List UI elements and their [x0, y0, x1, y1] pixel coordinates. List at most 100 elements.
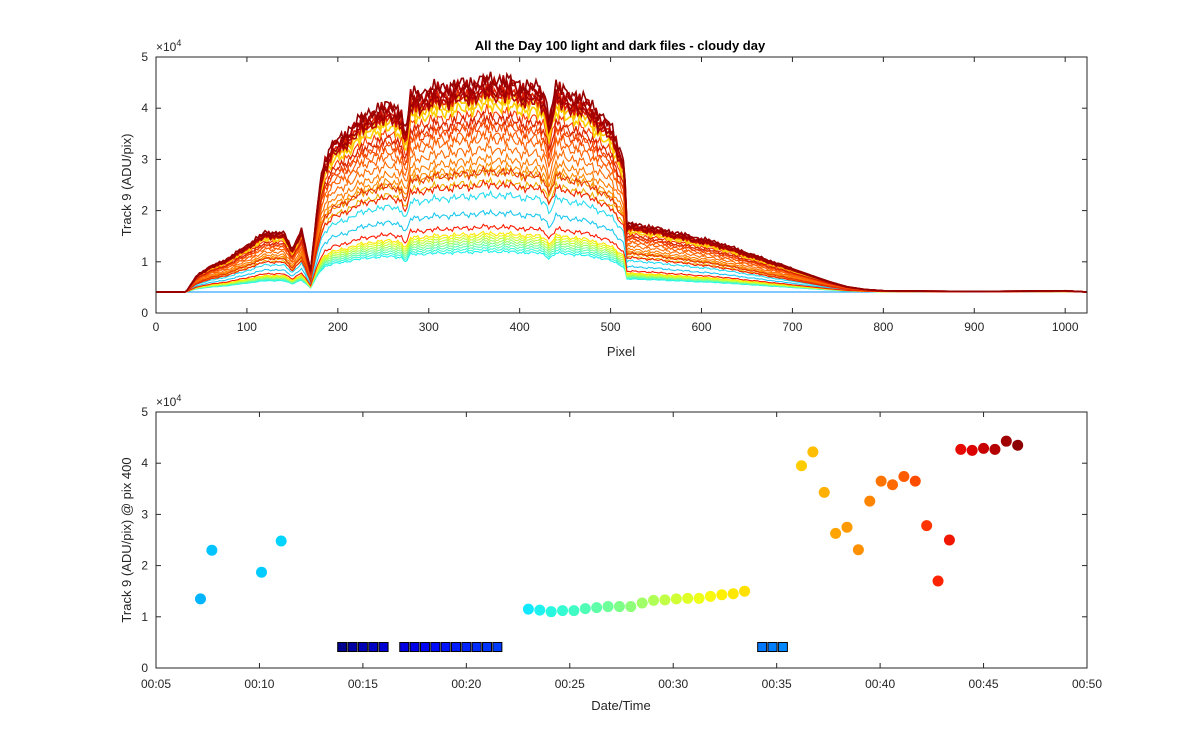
top-title: All the Day 100 light and dark files - c…: [475, 38, 766, 53]
top-x-axis-label: Pixel: [607, 344, 635, 359]
bottom-points-group: [194, 435, 1024, 653]
dark-point: [777, 642, 788, 653]
light-point: [841, 521, 853, 533]
light-point: [568, 605, 580, 617]
bottom-plot: 00:05 00:10 00:15 00:20 00:25 00:30 00:35 00:40…: [119, 393, 1102, 713]
top-series-group: [156, 71, 1088, 293]
bottom-exponent-power: 4: [176, 393, 181, 403]
light-point: [591, 602, 603, 614]
top-x-tick-label: 500: [601, 320, 621, 334]
light-point: [807, 446, 819, 458]
light-point: [955, 443, 967, 455]
dark-point: [419, 642, 430, 653]
light-point: [909, 475, 921, 487]
top-y-tick-label: 5: [141, 50, 148, 64]
dark-point: [409, 642, 420, 653]
bottom-x-tick-label: 00:30: [658, 677, 688, 691]
light-point: [522, 603, 534, 615]
bottom-x-tick-label: 00:40: [865, 677, 895, 691]
dark-point: [461, 642, 472, 653]
light-point: [1012, 439, 1024, 451]
top-exponent-power: 4: [176, 38, 181, 48]
light-point: [830, 527, 842, 539]
top-x-tick-label: 100: [237, 320, 257, 334]
bottom-x-tick-label: 00:15: [348, 677, 378, 691]
light-point: [648, 594, 660, 606]
bottom-y-tick-label: 5: [141, 405, 148, 419]
dark-point: [430, 642, 441, 653]
light-point: [693, 592, 705, 604]
light-point: [256, 566, 268, 578]
top-x-tick-label: 400: [510, 320, 530, 334]
top-y-ticks: 0 1 2 3 4 5: [141, 50, 1087, 320]
bottom-y-ticks: 0 1 2 3 4 5: [141, 405, 1087, 675]
dark-point: [471, 642, 482, 653]
top-plot: All the Day 100 light and dark files - c…: [119, 38, 1088, 359]
light-point: [557, 605, 569, 617]
bottom-y-axis-label: Track 9 (ADU/pix) @ pix 400: [119, 457, 134, 622]
top-y-tick-label: 0: [141, 306, 148, 320]
dark-point: [757, 642, 768, 653]
top-x-tick-label: 900: [964, 320, 984, 334]
dark-point: [482, 642, 493, 653]
light-point: [978, 442, 990, 454]
bottom-x-ticks: 00:05 00:10 00:15 00:20 00:25 00:30 00:35 00:40…: [141, 412, 1102, 691]
top-y-tick-label: 4: [141, 101, 148, 115]
light-point: [545, 606, 557, 618]
bottom-x-axis-label: Date/Time: [591, 698, 650, 713]
light-point: [739, 585, 751, 597]
top-y-tick-label: 3: [141, 152, 148, 166]
light-point: [943, 534, 955, 546]
bottom-y-tick-label: 4: [141, 456, 148, 470]
dark-point: [399, 642, 410, 653]
light-point: [716, 589, 728, 601]
top-x-tick-label: 800: [873, 320, 893, 334]
light-point: [659, 594, 671, 606]
dark-point: [378, 642, 389, 653]
top-y-axis-label: Track 9 (ADU/pix): [119, 134, 134, 237]
light-point: [636, 597, 648, 609]
top-x-tick-label: 300: [419, 320, 439, 334]
bottom-y-tick-label: 0: [141, 661, 148, 675]
top-x-tick-label: 0: [153, 320, 160, 334]
top-x-tick-label: 700: [782, 320, 802, 334]
bottom-y-tick-label: 3: [141, 507, 148, 521]
dark-point: [337, 642, 348, 653]
bottom-x-tick-label: 00:20: [451, 677, 481, 691]
bottom-exponent-base: ×10: [156, 395, 177, 409]
top-axes-box: [155, 56, 1088, 314]
light-point: [887, 479, 899, 491]
bottom-x-tick-label: 00:25: [555, 677, 585, 691]
dark-point: [440, 642, 451, 653]
top-y-tick-label: 2: [141, 204, 148, 218]
light-point: [864, 495, 876, 507]
dark-point: [450, 642, 461, 653]
top-x-tick-label: 200: [328, 320, 348, 334]
light-point: [932, 575, 944, 587]
light-point: [275, 535, 287, 547]
light-point: [921, 520, 933, 532]
dark-point: [492, 642, 503, 653]
dark-point: [368, 642, 379, 653]
top-y-tick-label: 1: [141, 255, 148, 269]
dark-point: [357, 642, 368, 653]
bottom-x-tick-label: 00:10: [244, 677, 274, 691]
bottom-x-tick-label: 00:35: [762, 677, 792, 691]
light-point: [795, 460, 807, 472]
light-point: [818, 486, 830, 498]
light-point: [727, 588, 739, 600]
bottom-y-tick-label: 1: [141, 610, 148, 624]
light-point: [579, 603, 591, 615]
light-point: [194, 593, 206, 605]
light-point: [534, 604, 546, 616]
light-point: [966, 444, 978, 456]
light-point: [852, 544, 864, 556]
light-point: [898, 471, 910, 483]
bottom-x-tick-label: 00:50: [1072, 677, 1102, 691]
top-exponent-base: ×10: [156, 40, 177, 54]
bottom-exponent-label: ×104: [156, 393, 181, 409]
top-exponent-label: ×104: [156, 38, 181, 54]
top-x-ticks: 0 100 200 300 400 500 600 700 800 900 1000: [153, 57, 1079, 334]
bottom-x-tick-label: 00:05: [141, 677, 171, 691]
bottom-axes-background: [156, 412, 1087, 668]
